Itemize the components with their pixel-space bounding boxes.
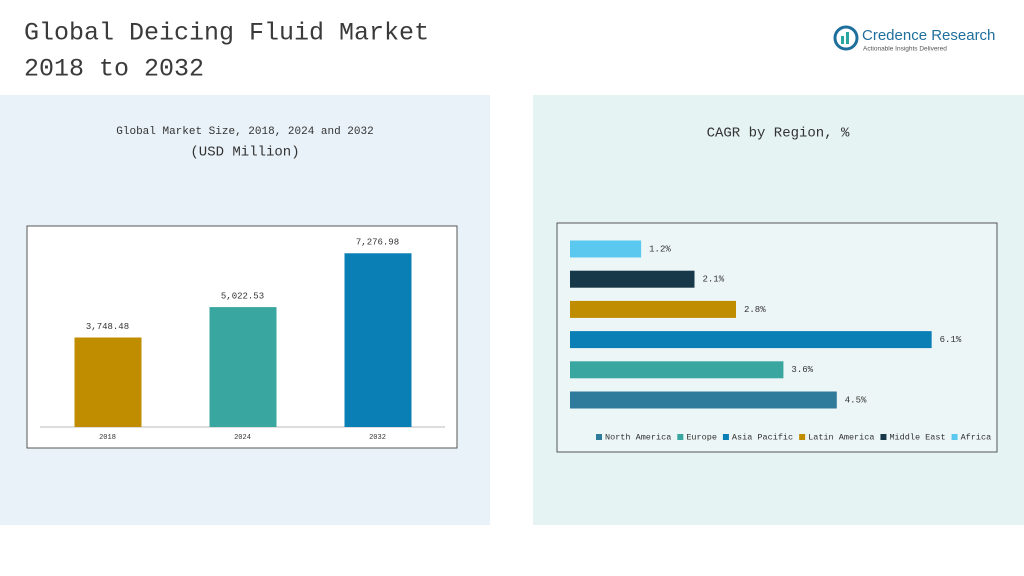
legend-label: Africa bbox=[961, 432, 992, 442]
brand-name: Credence Research bbox=[862, 27, 995, 44]
legend-swatch bbox=[880, 434, 887, 440]
legend-label: Europe bbox=[686, 432, 717, 442]
bar bbox=[570, 391, 837, 409]
legend-swatch bbox=[951, 434, 958, 440]
value-label: 7,276.98 bbox=[356, 238, 399, 248]
page-title: Global Deicing Fluid Market bbox=[24, 19, 429, 48]
x-tick-label: 2032 bbox=[369, 434, 386, 442]
legend-label: Middle East bbox=[889, 432, 945, 442]
logo: Credence Research Actionable Insights De… bbox=[833, 25, 995, 53]
legend-label: North America bbox=[605, 432, 671, 442]
legend-label: Asia Pacific bbox=[732, 432, 793, 442]
value-label: 6.1% bbox=[940, 335, 962, 345]
x-tick-label: 2024 bbox=[234, 434, 251, 442]
logo-icon bbox=[841, 36, 844, 44]
bar bbox=[570, 270, 695, 288]
value-label: 1.2% bbox=[649, 244, 671, 254]
value-label: 3.6% bbox=[791, 365, 813, 375]
legend-swatch bbox=[722, 434, 729, 440]
value-label: 2.8% bbox=[744, 305, 766, 315]
bar bbox=[570, 300, 736, 318]
legend-swatch bbox=[799, 434, 806, 440]
bar bbox=[209, 307, 277, 427]
bar bbox=[570, 361, 784, 379]
chart-subtitle: (USD Million) bbox=[190, 145, 299, 161]
page-title: 2018 to 2032 bbox=[24, 55, 204, 84]
legend-swatch bbox=[677, 434, 684, 440]
legend-swatch bbox=[596, 434, 602, 440]
logo-icon bbox=[846, 32, 849, 44]
bar bbox=[74, 337, 142, 427]
bar bbox=[570, 331, 932, 349]
value-label: 3,748.48 bbox=[86, 322, 129, 332]
logo-icon bbox=[833, 25, 859, 51]
brand-tagline: Actionable Insights Delivered bbox=[863, 46, 947, 53]
x-tick-label: 2018 bbox=[99, 434, 116, 442]
chart-title: Global Market Size, 2018, 2024 and 2032 bbox=[116, 126, 373, 138]
bar bbox=[570, 240, 642, 258]
value-label: 5,022.53 bbox=[221, 291, 264, 301]
value-label: 2.1% bbox=[703, 275, 725, 285]
value-label: 4.5% bbox=[845, 395, 867, 405]
chart-title: CAGR by Region, % bbox=[707, 126, 850, 142]
bar bbox=[344, 253, 412, 427]
legend-label: Latin America bbox=[808, 432, 874, 442]
